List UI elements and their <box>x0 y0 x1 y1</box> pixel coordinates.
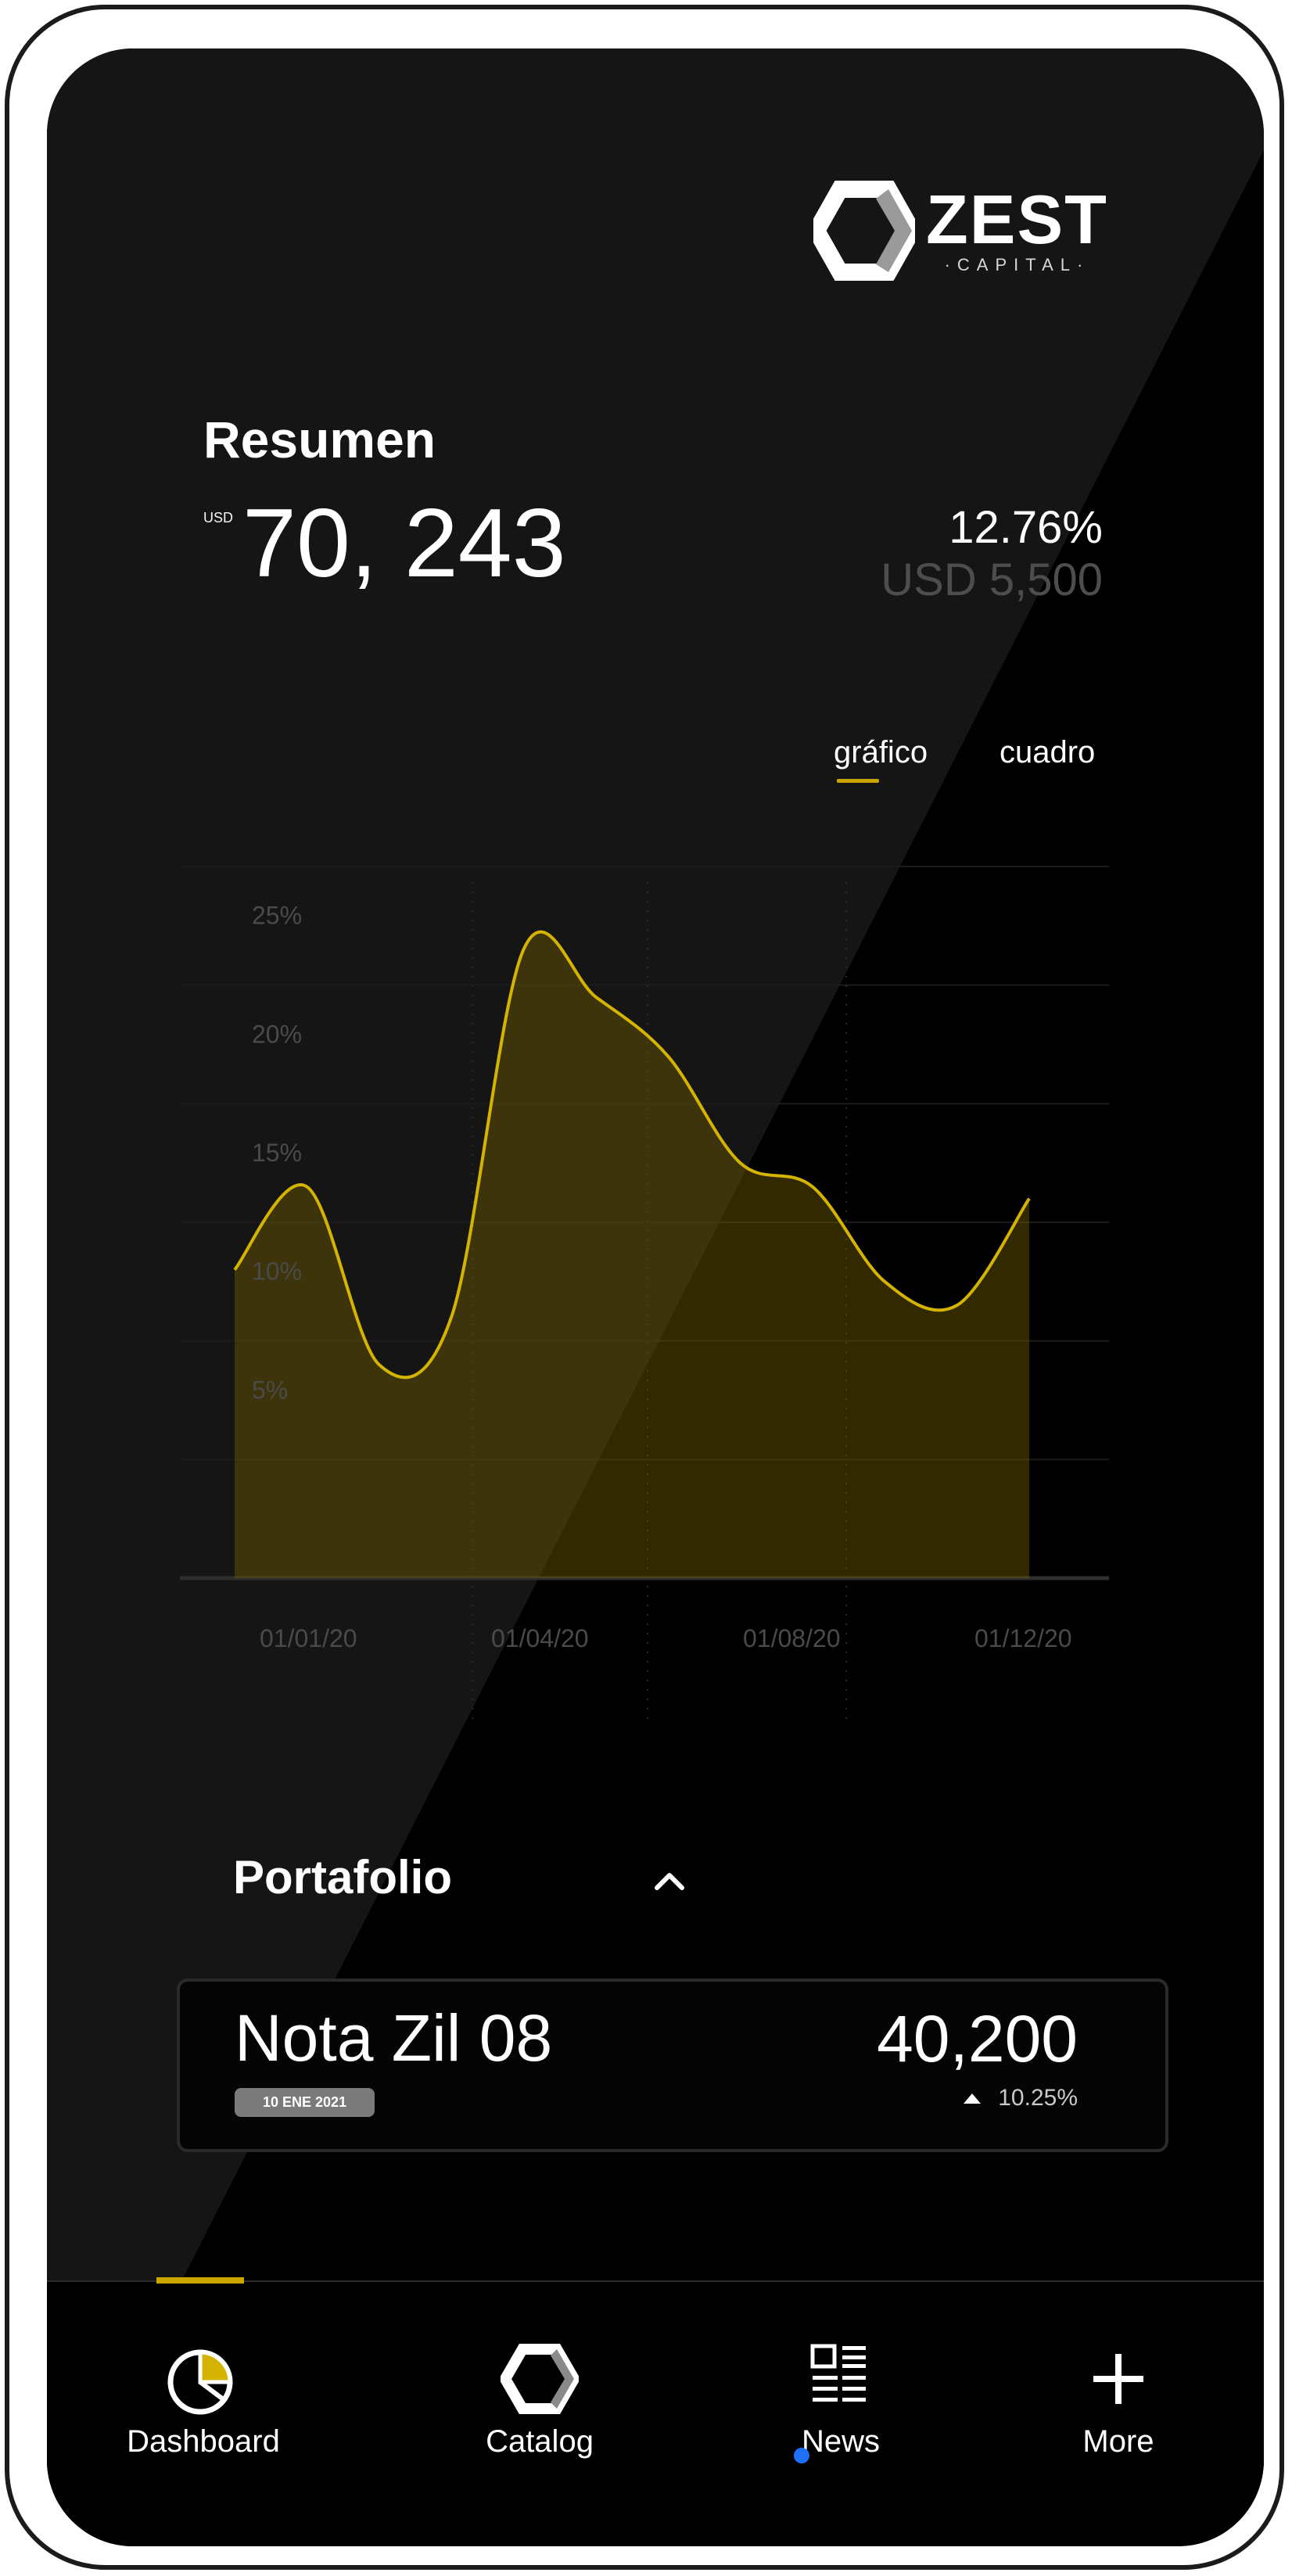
nav-label-news: News <box>801 2424 881 2459</box>
trend-up-icon <box>964 2093 982 2104</box>
balance-currency: USD <box>203 510 234 526</box>
portfolio-item-value: 40,200 <box>877 2002 1078 2076</box>
chart-ytick-label: 20% <box>252 1020 302 1048</box>
app-screen: ZEST ·CAPITAL· Resumen USD 70, 243 12.76… <box>47 48 1264 2546</box>
chart-area-fill <box>235 931 1029 1578</box>
nav-active-indicator <box>156 2277 244 2284</box>
gain-percentage: 12.76% <box>949 502 1103 553</box>
brand-name: ZEST <box>926 181 1108 258</box>
tab-cuadro[interactable]: cuadro <box>1000 735 1096 770</box>
chart-xtick-label: 01/04/20 <box>491 1624 589 1652</box>
chart-xtick-label: 01/01/20 <box>260 1624 357 1652</box>
chart-series-line <box>233 930 1031 1379</box>
nav-label-more: More <box>1082 2424 1154 2459</box>
nav-label-dashboard: Dashboard <box>127 2424 280 2459</box>
active-tab-underline <box>837 779 879 783</box>
hexagon-logo-icon <box>813 181 915 281</box>
brand-subtitle: ·CAPITAL· <box>944 255 1090 274</box>
nav-item-catalog[interactable]: Catalog <box>461 2340 618 2459</box>
nav-label-catalog: Catalog <box>486 2424 594 2459</box>
performance-chart: 5% 10% 15% 20% 25% 01/01/20 01/04/20 01/08/20 01… <box>180 866 1109 1722</box>
news-icon <box>810 2344 866 2402</box>
plus-icon <box>1093 2354 1143 2404</box>
notification-dot <box>794 2448 809 2463</box>
chart-xtick-label: 01/08/20 <box>743 1624 841 1652</box>
balance-value: 70, 243 <box>242 490 566 597</box>
portfolio-title: Portafolio <box>233 1851 452 1903</box>
bottom-nav: Dashboard Catalog <box>47 2277 1264 2546</box>
tab-grafico[interactable]: gráfico <box>834 735 928 770</box>
nav-item-more[interactable]: More <box>1040 2340 1197 2459</box>
chart-ytick-label: 15% <box>252 1139 302 1167</box>
gain-summary: 12.76% USD 5,500 <box>881 502 1103 607</box>
hexagon-icon <box>501 2344 579 2414</box>
portfolio-item-change-value: 10.25% <box>998 2085 1078 2111</box>
portfolio-item-name: Nota Zil 08 <box>235 2001 553 2075</box>
chart-ytick-label: 25% <box>252 902 302 930</box>
balance: USD 70, 243 <box>203 493 566 594</box>
portfolio-item-card[interactable]: Nota Zil 08 10 ENE 2021 40,200 10.25% <box>177 1979 1168 2152</box>
brand-logo: ZEST ·CAPITAL· <box>813 180 1108 282</box>
summary-title: Resumen <box>203 411 436 468</box>
gain-amount: USD 5,500 <box>881 554 1103 605</box>
nav-item-news[interactable]: News <box>763 2340 919 2463</box>
phone-frame: ZEST ·CAPITAL· Resumen USD 70, 243 12.76… <box>5 5 1284 2570</box>
pie-chart-icon <box>167 2349 233 2415</box>
portfolio-item-date-badge: 10 ENE 2021 <box>235 2088 375 2117</box>
chart-ytick-label: 10% <box>252 1258 302 1286</box>
nav-item-dashboard[interactable]: Dashboard <box>125 2340 282 2459</box>
chart-ytick-label: 5% <box>252 1376 288 1404</box>
chart-xtick-label: 01/12/20 <box>974 1624 1072 1652</box>
chevron-up-icon[interactable] <box>651 1863 688 1900</box>
portfolio-item-change: 10.25% <box>964 2085 1078 2111</box>
